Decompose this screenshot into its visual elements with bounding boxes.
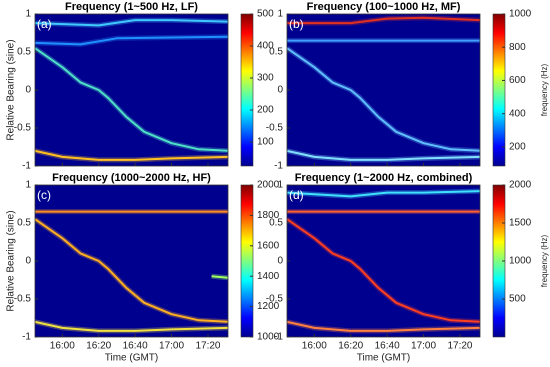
y-tick-label: 0	[25, 256, 31, 267]
colorbar-tick-label: 500	[257, 9, 274, 20]
track	[287, 190, 480, 198]
colorbar-tick-label: 1000	[257, 332, 280, 343]
y-tick-label: 0.5	[17, 218, 31, 229]
chart-title: Frequency (1~2000 Hz, combined)	[295, 172, 473, 184]
colorbar-tick-label: 400	[257, 41, 274, 52]
x-tick-label: 17:20	[195, 341, 220, 352]
panel-label: (a)	[37, 17, 52, 31]
x-tick-label: 16:20	[86, 341, 111, 352]
x-tick-label: 17:00	[411, 341, 436, 352]
chart-title: Frequency (100~1000 Hz, MF)	[307, 1, 461, 13]
tracks	[287, 15, 480, 163]
y-tick-label: -0.5	[266, 123, 284, 134]
track	[35, 35, 228, 46]
colorbar-tick-label: 1600	[257, 240, 280, 251]
x-tick-label: 17:20	[447, 341, 472, 352]
track	[35, 218, 228, 323]
y-tick-label: 0.5	[269, 218, 283, 229]
y-tick-label: -0.5	[266, 294, 284, 305]
colorbar-tick-label: 800	[509, 42, 526, 53]
track	[35, 19, 228, 27]
track	[287, 320, 480, 332]
colorbar-tick-label: 1200	[257, 301, 280, 312]
colorbar-tick-label: 1000	[509, 9, 532, 20]
chart-title: Frequency (1000~2000 Hz, HF)	[52, 172, 211, 184]
panel-label: (b)	[289, 17, 304, 31]
y-tick-label: 1	[277, 9, 283, 20]
plot-background	[287, 14, 480, 166]
colorbar-tick-label: 2000	[257, 180, 280, 191]
y-tick-label: 1	[25, 9, 31, 20]
colorbar-tick-label: 1500	[509, 218, 532, 229]
panel-label: (c)	[37, 188, 51, 202]
x-tick-label: 16:40	[375, 341, 400, 352]
colorbar-tick-label: 1400	[257, 271, 280, 282]
colorbar-tick-label: 2000	[509, 180, 532, 191]
plot-background	[35, 14, 228, 166]
x-tick-label: 16:00	[50, 341, 75, 352]
track	[287, 218, 480, 323]
x-axis-label: Time (GMT)	[357, 353, 411, 364]
tracks	[35, 17, 228, 163]
colorbar	[492, 13, 506, 167]
colorbar-tick-label: 200	[257, 105, 274, 116]
tracks	[287, 188, 480, 334]
colorbar-tick-label: 200	[509, 142, 526, 153]
y-tick-label: -1	[274, 332, 283, 343]
colorbar-tick-label: 1000	[509, 256, 532, 267]
colorbar-tick-label: 1800	[257, 210, 280, 221]
track	[35, 149, 228, 161]
track	[287, 149, 480, 161]
track	[287, 16, 480, 25]
y-tick-label: 0.5	[269, 47, 283, 58]
x-tick-label: 16:00	[302, 341, 327, 352]
colorbar	[240, 13, 254, 167]
y-tick-label: 0	[277, 256, 283, 267]
chart-title: Frequency (1~500 Hz, LF)	[65, 1, 198, 13]
track	[287, 47, 480, 152]
y-tick-label: -1	[22, 161, 31, 172]
colorbar	[240, 184, 254, 338]
y-tick-label: -1	[22, 332, 31, 343]
y-axis-label: Relative Bearing (sine)	[6, 39, 17, 140]
plot-background	[287, 185, 480, 337]
tracks	[35, 209, 228, 334]
plot-background	[35, 185, 228, 337]
colorbar-tick-label: 500	[509, 294, 526, 305]
track	[35, 320, 228, 332]
x-tick-label: 16:40	[123, 341, 148, 352]
x-tick-label: 16:20	[338, 341, 363, 352]
colorbar-tick-label: 100	[257, 137, 274, 148]
y-tick-label: 0	[25, 85, 31, 96]
y-tick-label: 1	[25, 180, 31, 191]
colorbar-tick-label: 600	[509, 75, 526, 86]
colorbar-label: frequency (Hz)	[540, 234, 549, 287]
y-tick-label: -0.5	[14, 294, 32, 305]
panel-label: (d)	[289, 188, 304, 202]
x-tick-label: 17:00	[159, 341, 184, 352]
y-tick-label: 0.5	[17, 47, 31, 58]
track	[211, 275, 228, 279]
colorbar-tick-label: 400	[509, 108, 526, 119]
y-axis-label: Relative Bearing (sine)	[6, 210, 17, 311]
colorbar-tick-label: 300	[257, 73, 274, 84]
y-tick-label: 1	[277, 180, 283, 191]
x-axis-label: Time (GMT)	[105, 353, 159, 364]
y-tick-label: -1	[274, 161, 283, 172]
y-tick-label: -0.5	[14, 123, 32, 134]
y-tick-label: 0	[277, 85, 283, 96]
track	[35, 47, 228, 152]
colorbar-label: frequency (Hz)	[540, 63, 549, 116]
